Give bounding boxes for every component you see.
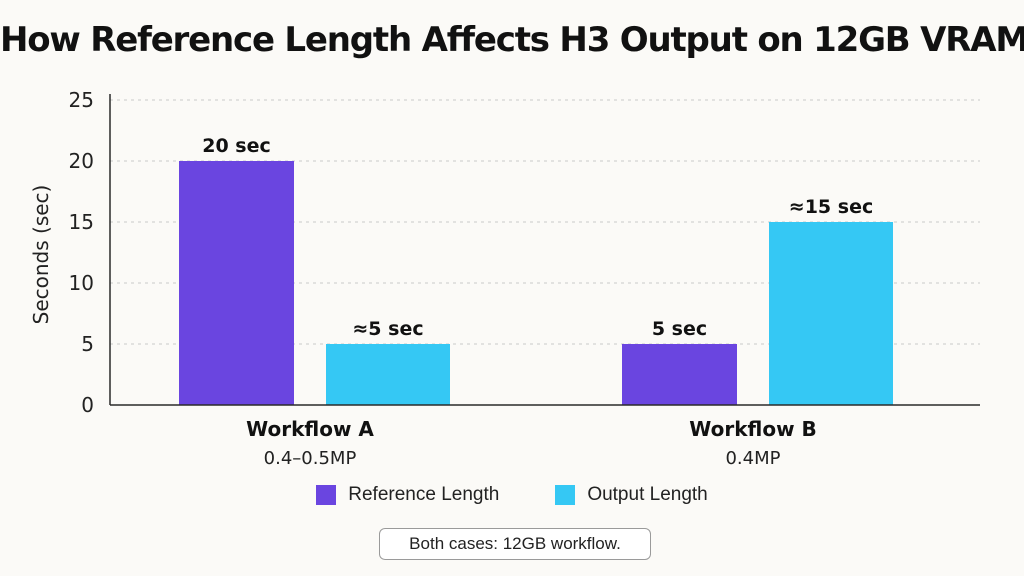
category-label: Workflow B xyxy=(689,417,817,441)
bar-reference-workflow-a xyxy=(179,161,294,405)
legend-swatch-output xyxy=(555,485,576,505)
category-sublabel: 0.4MP xyxy=(725,448,780,469)
bar-value-label: ≈15 sec xyxy=(789,196,873,218)
y-tick-label: 25 xyxy=(69,88,94,112)
y-tick-label: 20 xyxy=(69,149,94,173)
y-axis-ticks: 0 5 10 15 20 25 xyxy=(69,88,94,417)
legend-label-output: Output Length xyxy=(587,484,708,505)
y-tick-label: 5 xyxy=(81,332,94,356)
category-label: Workflow A xyxy=(246,417,374,441)
bar-output-workflow-b xyxy=(769,222,893,405)
y-tick-label: 10 xyxy=(69,271,94,295)
bar-value-label: ≈5 sec xyxy=(352,318,423,340)
chart-title: How Reference Length Affects H3 Output o… xyxy=(0,20,1024,60)
legend-item-output: Output Length xyxy=(555,484,708,506)
bars xyxy=(179,161,893,405)
category-labels: Workflow A 0.4–0.5MP Workflow B 0.4MP xyxy=(246,417,817,469)
bar-output-workflow-a xyxy=(326,344,450,405)
category-sublabel: 0.4–0.5MP xyxy=(264,448,357,469)
bar-reference-workflow-b xyxy=(622,344,737,405)
legend-item-reference: Reference Length xyxy=(316,484,499,506)
bar-value-label: 20 sec xyxy=(202,135,271,157)
footnote-box: Both cases: 12GB workflow. xyxy=(379,528,651,560)
y-tick-label: 15 xyxy=(69,210,94,234)
y-tick-label: 0 xyxy=(81,393,94,417)
grid-lines xyxy=(110,99,980,345)
legend: Reference Length Output Length xyxy=(0,484,1024,506)
bar-value-label: 5 sec xyxy=(652,318,707,340)
legend-label-reference: Reference Length xyxy=(348,484,500,505)
y-axis-label: Seconds (sec) xyxy=(29,185,53,325)
legend-swatch-reference xyxy=(316,485,337,505)
bar-value-labels: 20 sec ≈5 sec 5 sec ≈15 sec xyxy=(202,135,873,340)
